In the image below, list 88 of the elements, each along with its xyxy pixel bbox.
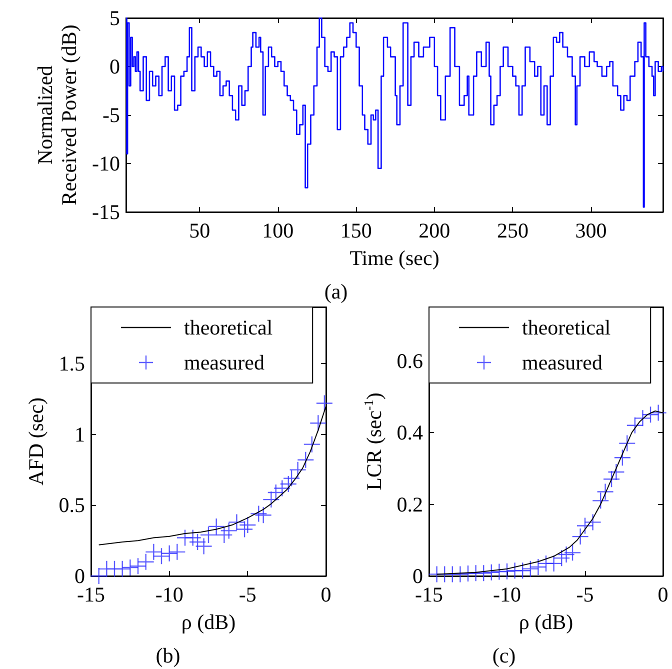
x-tick-label: 100: [262, 218, 294, 242]
y-tick-label: 0.6: [396, 348, 423, 373]
point: [122, 558, 139, 576]
point: [459, 564, 477, 582]
point: [475, 564, 492, 582]
point: [602, 470, 620, 488]
y-axis-title: Normalized Received Power (dB): [33, 24, 82, 206]
point: [90, 567, 108, 585]
y-tick-label: 0.4: [396, 420, 424, 445]
text: (c): [492, 644, 516, 668]
point: [626, 416, 644, 434]
point: [545, 554, 562, 572]
y-tick-label: 0.5: [58, 493, 85, 518]
y-tick-label: 0.2: [396, 492, 423, 516]
point: [514, 562, 532, 580]
point: [137, 553, 154, 570]
legend-label: theoretical: [522, 316, 611, 340]
point: [250, 505, 268, 522]
point: [267, 484, 284, 502]
y-axis-title: AFD (sec): [24, 397, 48, 486]
legend-label: measured: [522, 350, 603, 374]
point: [289, 461, 306, 478]
point: [576, 517, 594, 534]
point: [553, 549, 570, 567]
point: [634, 410, 652, 427]
y-tick-label: -5: [102, 103, 120, 127]
point: [596, 483, 614, 500]
point: [490, 563, 508, 580]
point: [522, 560, 539, 578]
y-tick-label: 0: [74, 564, 85, 588]
point: [262, 490, 280, 508]
point: [145, 543, 162, 561]
point: [498, 562, 516, 580]
y-tick-label: -15: [92, 200, 120, 224]
x-tick-label: 0: [658, 582, 668, 606]
point: [482, 564, 500, 582]
y-axis-title: LCR (sec-1): [360, 392, 386, 490]
point: [114, 560, 131, 578]
point: [129, 557, 147, 575]
point: [274, 480, 291, 497]
text: (b): [156, 644, 180, 668]
point: [572, 528, 589, 546]
point: [564, 544, 582, 562]
y-tick-label: 1.5: [58, 352, 85, 376]
x-tick-label: -5: [576, 582, 594, 606]
x-tick-label: 0: [320, 582, 332, 606]
legend-label: theoretical: [184, 316, 273, 340]
point: [452, 566, 469, 583]
point: [239, 516, 256, 534]
point: [200, 526, 218, 544]
point: [303, 436, 320, 453]
y-tick-label: 0: [110, 54, 120, 78]
point: [558, 546, 575, 564]
x-axis-title: ρ (dB): [518, 610, 574, 634]
point: [297, 451, 314, 469]
point: [220, 522, 238, 540]
point: [650, 404, 667, 422]
point: [282, 470, 300, 487]
text: (a): [324, 280, 348, 304]
x-tick-label: -5: [238, 582, 256, 606]
x-tick-label: 200: [418, 218, 450, 242]
point: [168, 543, 186, 561]
legend-label: measured: [184, 350, 265, 374]
x-tick-label: -10: [493, 582, 521, 606]
point: [310, 414, 327, 432]
x-tick-label: 150: [340, 218, 372, 242]
point: [584, 514, 602, 531]
x-tick-label: -10: [155, 582, 184, 606]
y-tick-label: 1: [74, 422, 85, 446]
y-tick-label: -10: [92, 152, 120, 176]
x-tick-label: 50: [189, 218, 210, 242]
point: [316, 394, 334, 412]
point: [618, 434, 636, 452]
point: [642, 406, 660, 424]
point: [160, 544, 178, 562]
x-axis-title: Time (sec): [350, 246, 440, 270]
x-axis-title: ρ (dB): [181, 610, 236, 634]
y-tick-label: 5: [110, 6, 120, 30]
point: [608, 463, 625, 481]
point: [188, 533, 206, 551]
x-tick-label: 250: [496, 218, 528, 242]
point: [152, 548, 170, 565]
x-tick-label: 300: [575, 218, 607, 242]
point: [280, 475, 297, 493]
point: [614, 449, 632, 466]
point: [592, 492, 610, 510]
point: [254, 506, 272, 524]
point: [530, 558, 547, 576]
